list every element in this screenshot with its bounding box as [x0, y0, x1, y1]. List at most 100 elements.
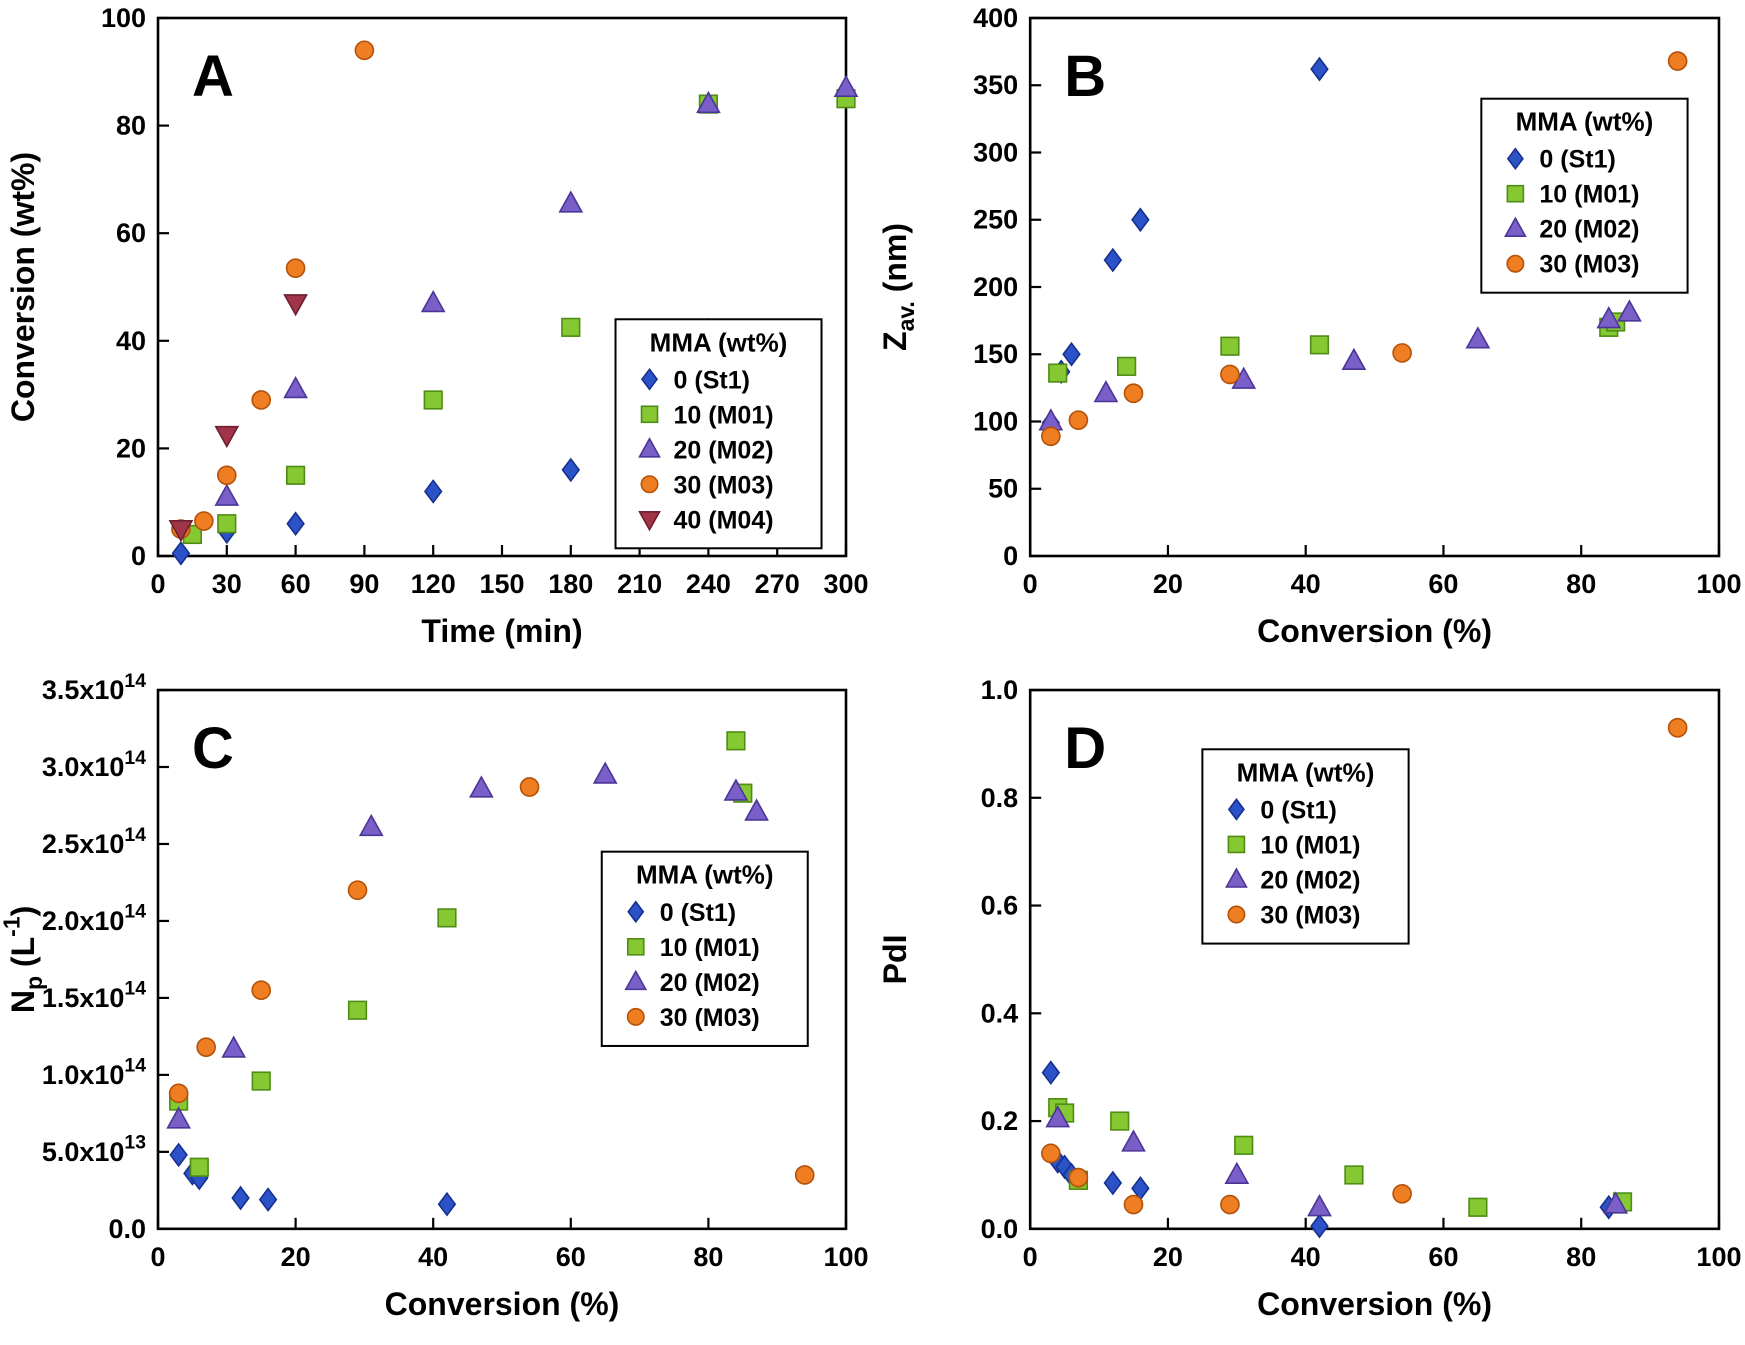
panel-d: 0 20 40 60 80 100 0.0 0.2 0.4 0.6 0.8 1.0 Conversion… [872, 672, 1745, 1345]
series-m02 [1045, 1105, 1629, 1217]
panel-b-chart: 0 20 40 60 80 100 0 50 100 150 200 250 300 350 400 Conv… [872, 0, 1745, 672]
y-tick-label: 100 [101, 3, 146, 33]
legend-label-m03: 30 (M03) [1539, 251, 1639, 279]
data-point-m02 [469, 775, 494, 798]
legend-label-m02: 20 (M02) [1260, 866, 1360, 894]
legend: MMA (wt%) 0 (St1) 10 (M01) 20 (M02) 30 (M03) [1480, 97, 1689, 294]
data-point-m02 [358, 813, 384, 837]
data-point-m02 [1045, 1105, 1071, 1128]
data-point-m02 [1603, 1191, 1629, 1214]
y-tick-label: 0.0 [108, 1214, 146, 1244]
data-point-m03 [1392, 1183, 1412, 1204]
y-tick-label: 3.0x1014 [42, 747, 146, 782]
panel-d-chart: 0 20 40 60 80 100 0.0 0.2 0.4 0.6 0.8 1.0 Conversion… [872, 672, 1745, 1345]
data-point-m03 [1123, 1194, 1144, 1215]
panel-c-chart: 0 20 40 60 80 100 0.0 5.0x1013 1.0x1014 1.5x1014 2… [0, 672, 872, 1345]
x-tick-label: 80 [1566, 1242, 1596, 1272]
data-point-st1 [169, 1142, 188, 1168]
legend-label-m03: 30 (M03) [1260, 902, 1360, 930]
data-point-m02 [696, 90, 721, 114]
data-point-m02 [166, 1106, 191, 1129]
x-axis-label: Time (min) [421, 613, 582, 649]
y-tick-label: 5.0x1013 [42, 1132, 146, 1167]
y-tick-label: 50 [988, 474, 1018, 504]
panel-a-chart: 0 30 60 90 120 150 180 210 240 270 300 0 20 40 60 80 100… [0, 0, 872, 672]
x-axis-label: Conversion (%) [1257, 613, 1492, 649]
data-point-m02 [558, 190, 584, 213]
legend-marker-m01 [1506, 184, 1525, 203]
y-tick-label: 1.0x1014 [42, 1055, 146, 1090]
data-point-m01 [189, 1157, 209, 1177]
x-tick-label: 40 [1291, 1242, 1321, 1272]
x-tick-label: 20 [281, 1242, 311, 1272]
data-point-st1 [171, 540, 191, 566]
x-tick-label: 0 [150, 1242, 165, 1272]
data-point-st1 [1310, 56, 1329, 82]
data-point-st1 [1062, 341, 1081, 367]
y-tick-label: 0.6 [981, 891, 1019, 921]
data-point-m01 [217, 514, 237, 534]
legend-marker-m01 [1227, 835, 1246, 854]
data-point-m02 [1224, 1161, 1250, 1185]
legend-marker-m02 [624, 969, 648, 991]
x-tick-label: 80 [693, 1242, 723, 1272]
data-point-m01 [1468, 1197, 1488, 1217]
data-point-m01 [1117, 356, 1137, 376]
data-point-m02 [744, 798, 769, 821]
data-point-m03 [1041, 426, 1061, 447]
y-tick-label: 0.8 [981, 783, 1019, 813]
y-tick-label: 3.5x1014 [42, 672, 146, 705]
legend-marker-m03 [640, 475, 659, 494]
legend-marker-m02 [1504, 216, 1527, 237]
y-tick-label: 80 [116, 111, 146, 141]
series-m03 [1041, 717, 1688, 1215]
legend-title: MMA (wt%) [1237, 757, 1375, 787]
legend-label-st1: 0 (St1) [674, 366, 750, 394]
legend-marker-m02 [638, 437, 661, 458]
data-point-m02 [1093, 380, 1119, 403]
y-tick-label: 2.0x1014 [42, 901, 146, 936]
series-m02 [214, 74, 859, 506]
data-point-st1 [1310, 1213, 1329, 1239]
data-point-m03 [1068, 410, 1089, 430]
data-point-m01 [347, 1000, 368, 1020]
data-point-m02 [420, 289, 446, 313]
data-point-m02 [1465, 326, 1491, 349]
data-point-m03 [1041, 1143, 1061, 1164]
data-point-m02 [592, 761, 618, 784]
data-point-m01 [423, 390, 443, 410]
y-tick-label: 0.2 [981, 1106, 1019, 1136]
legend-label-m02: 20 (M02) [674, 436, 774, 464]
x-tick-label: 240 [686, 569, 731, 599]
series-m04 [168, 294, 308, 543]
x-tick-label: 100 [1696, 1242, 1741, 1272]
series-m02 [166, 761, 769, 1129]
legend-marker-m04 [638, 510, 661, 532]
y-tick-label: 150 [973, 339, 1018, 369]
legend: MMA (wt%) 0 (St1) 10 (M01) 20 (M02) 30 (M03) [1201, 748, 1410, 945]
legend-label-m01: 10 (M01) [674, 401, 774, 429]
x-tick-label: 0 [150, 569, 165, 599]
data-point-m01 [1309, 335, 1330, 355]
y-axis-label: Np (L-1) [0, 906, 47, 1014]
legend-label-st1: 0 (St1) [1260, 796, 1336, 824]
data-point-m03 [794, 1165, 815, 1185]
data-point-st1 [258, 1187, 278, 1212]
data-point-m03 [251, 980, 272, 1001]
data-point-m02 [1307, 1194, 1332, 1217]
y-tick-label: 40 [116, 326, 146, 356]
x-tick-label: 180 [548, 569, 593, 599]
legend: MMA (wt%) 0 (St1) 10 (M01) 20 (M02) 30 (M03) [600, 850, 809, 1047]
data-point-st1 [1103, 1170, 1123, 1196]
plot-frame [156, 16, 848, 558]
plot-frame [1028, 16, 1721, 558]
data-point-m03 [1068, 1167, 1089, 1188]
x-axis-label: Conversion (%) [385, 1286, 620, 1322]
data-point-m03 [285, 258, 306, 278]
legend-marker-m03 [626, 1007, 645, 1026]
data-point-st1 [1041, 1060, 1061, 1085]
data-point-st1 [1103, 247, 1123, 273]
legend-marker-m03 [1227, 905, 1246, 924]
legend-marker-st1 [627, 900, 645, 924]
data-point-m03 [347, 880, 368, 900]
